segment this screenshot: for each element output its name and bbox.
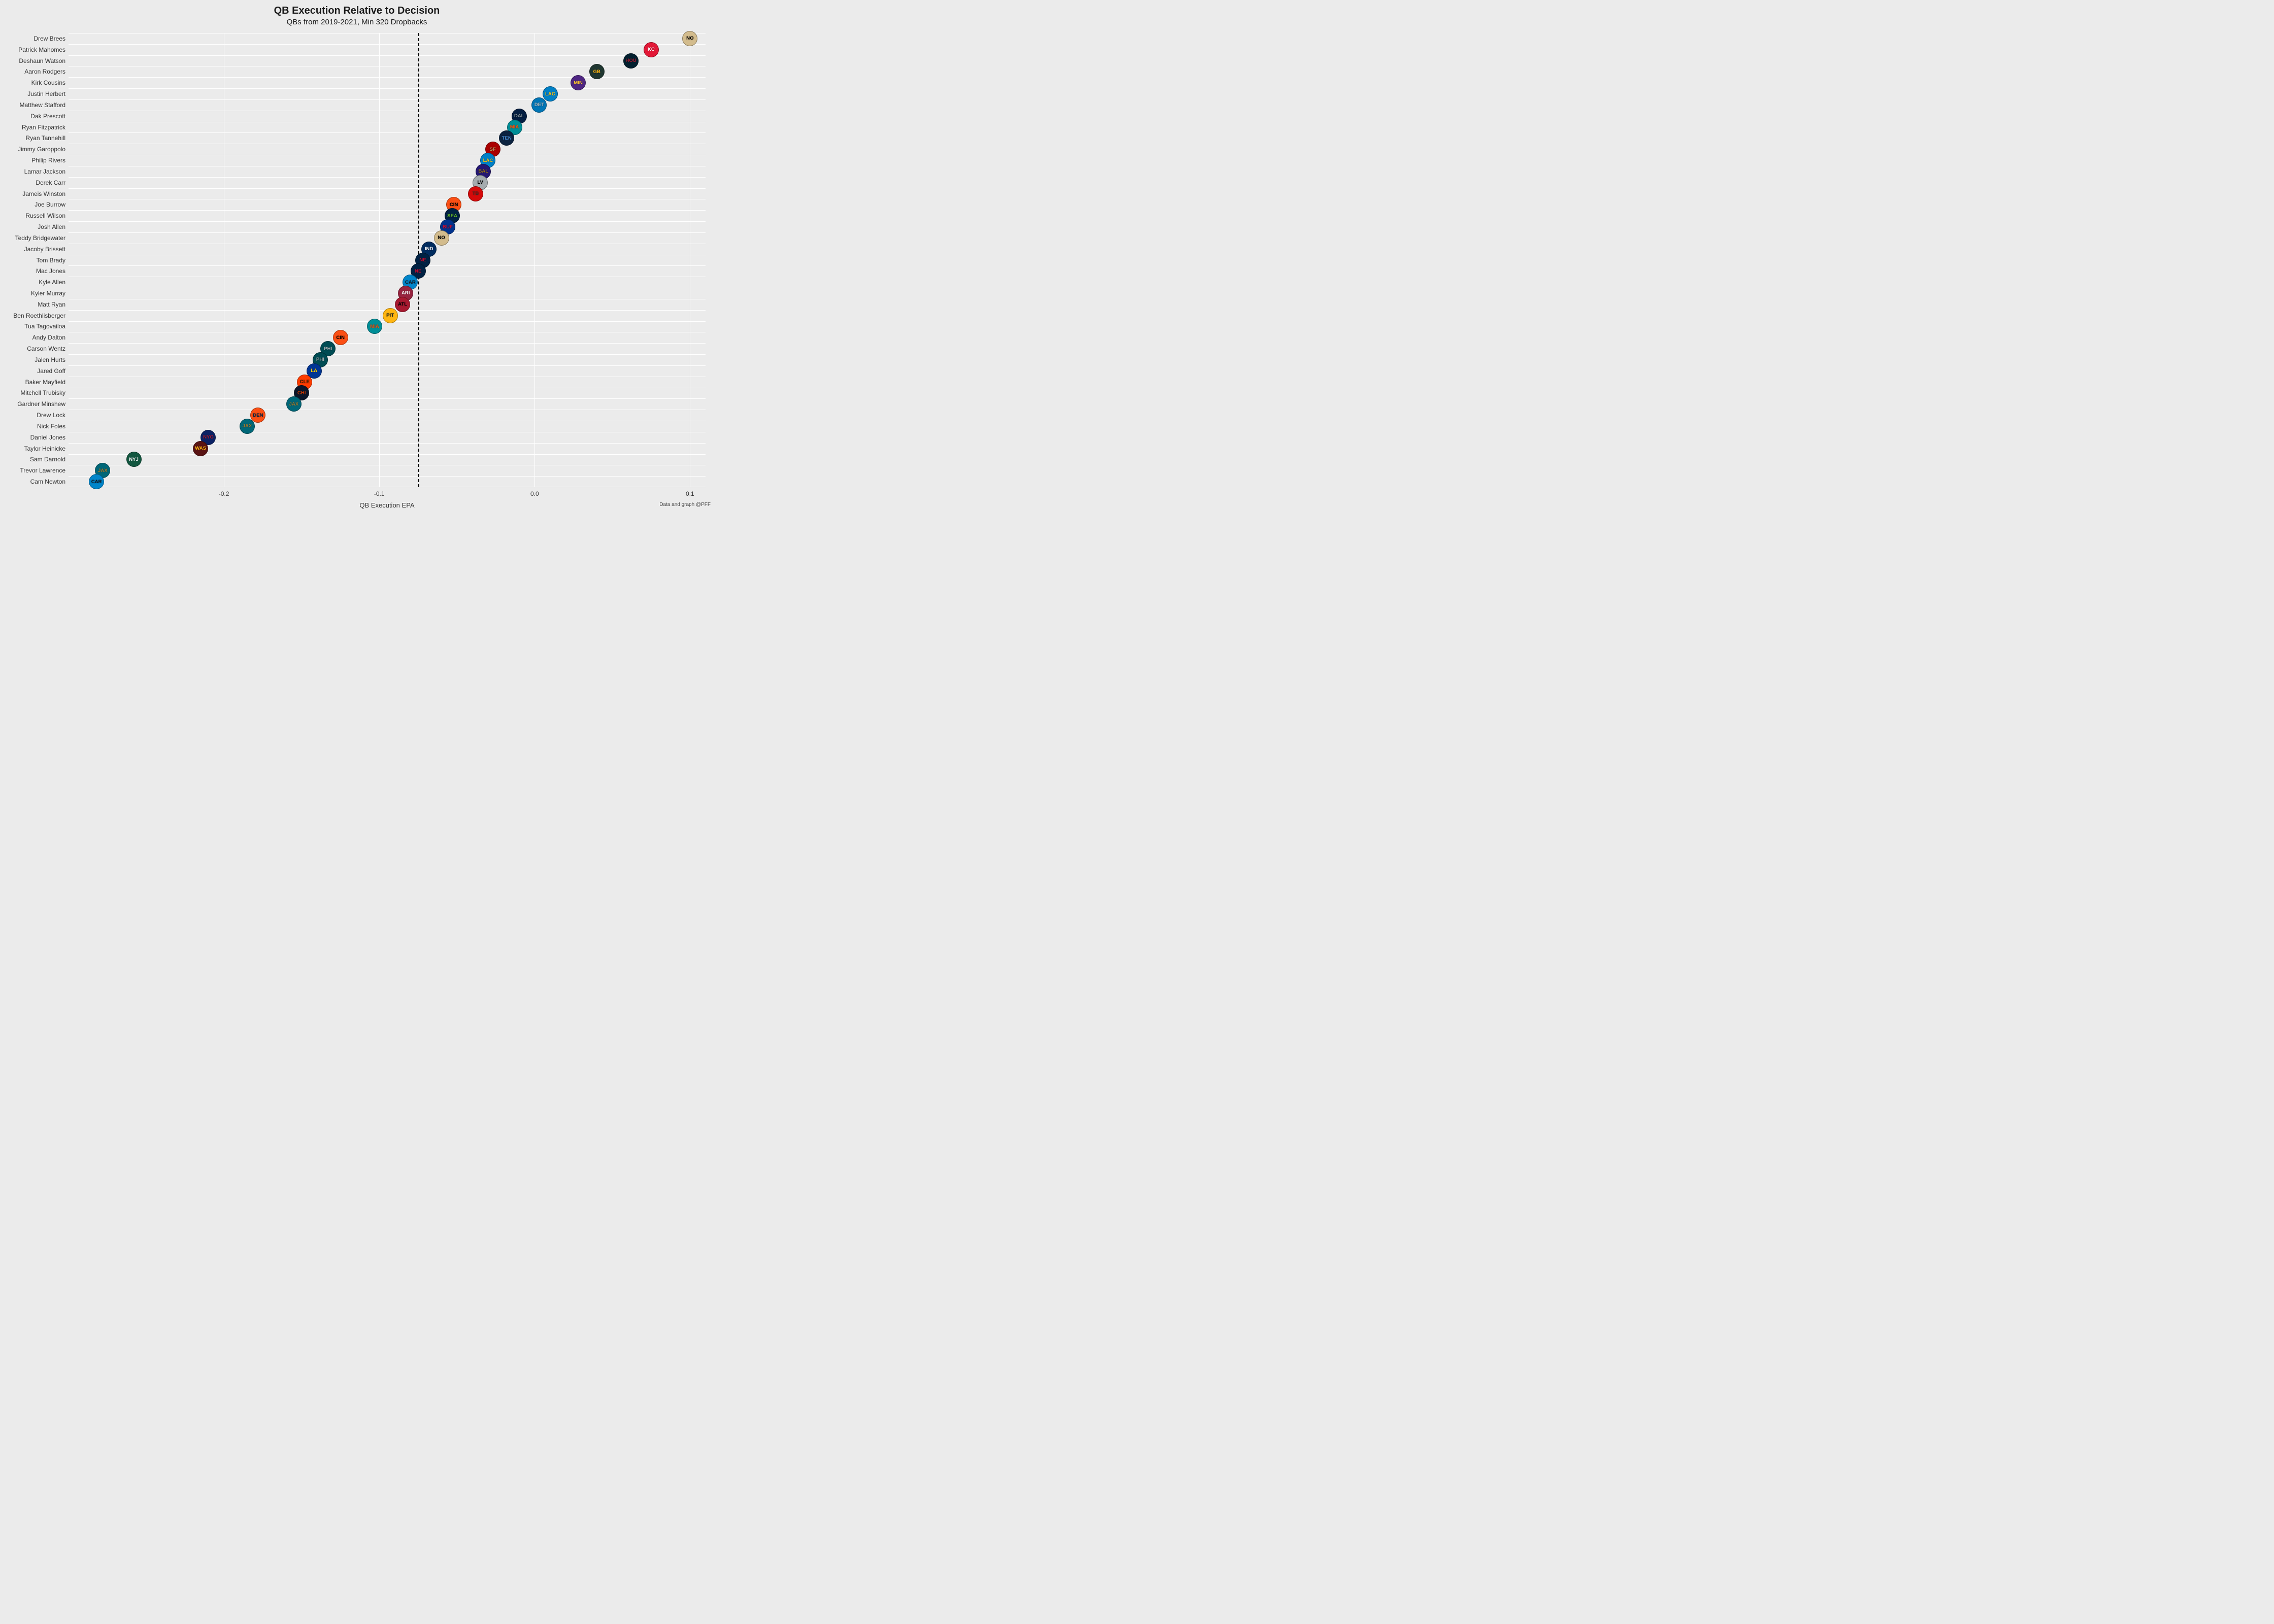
y-axis-label: Drew Brees bbox=[34, 35, 69, 42]
y-axis-label: Matt Ryan bbox=[38, 301, 69, 308]
hgrid bbox=[69, 177, 706, 178]
hgrid bbox=[69, 265, 706, 266]
y-axis-label: Mitchell Trubisky bbox=[20, 389, 69, 396]
y-axis-label: Andy Dalton bbox=[32, 334, 69, 341]
y-axis-label: Philip Rivers bbox=[31, 157, 69, 164]
y-axis-label: Mac Jones bbox=[36, 267, 69, 275]
hgrid bbox=[69, 365, 706, 366]
team-logo-marker: PIT bbox=[383, 308, 398, 323]
chart-subtitle: QBs from 2019-2021, Min 320 Dropbacks bbox=[0, 17, 714, 29]
y-axis-label: Deshaun Watson bbox=[19, 57, 69, 64]
y-axis-label: Derek Carr bbox=[36, 179, 69, 186]
y-axis-label: Teddy Bridgewater bbox=[15, 234, 69, 242]
y-axis-label: Daniel Jones bbox=[30, 434, 69, 441]
hgrid bbox=[69, 188, 706, 189]
y-axis-label: Nick Foles bbox=[37, 423, 69, 430]
team-logo-marker: TB bbox=[468, 186, 483, 201]
team-logo-marker: DET bbox=[531, 97, 547, 113]
hgrid bbox=[69, 210, 706, 211]
x-axis-tick: -0.1 bbox=[374, 487, 385, 497]
team-logo-marker: CIN bbox=[333, 330, 348, 345]
y-axis-label: Joe Burrow bbox=[35, 201, 69, 208]
y-axis-label: Matthew Stafford bbox=[20, 101, 69, 109]
y-axis-label: Ryan Tannehill bbox=[26, 134, 69, 142]
y-axis-label: Kirk Cousins bbox=[31, 79, 69, 86]
y-axis-label: Drew Lock bbox=[37, 412, 69, 419]
y-axis-label: Justin Herbert bbox=[27, 90, 69, 97]
team-logo-marker: DEN bbox=[250, 408, 265, 423]
x-axis-tick: 0.1 bbox=[686, 487, 694, 497]
y-axis-label: Josh Allen bbox=[38, 223, 69, 230]
team-logo-marker: GB bbox=[589, 64, 605, 79]
y-axis-label: Baker Mayfield bbox=[25, 379, 69, 386]
y-axis-label: Jared Goff bbox=[37, 367, 69, 375]
team-logo-marker: MIA bbox=[367, 319, 382, 334]
y-axis-label: Jacoby Brissett bbox=[24, 246, 69, 253]
y-axis-label: Aaron Rodgers bbox=[24, 68, 69, 75]
hgrid bbox=[69, 398, 706, 399]
y-axis-label: Jalen Hurts bbox=[35, 356, 69, 363]
team-logo-marker: MIN bbox=[571, 75, 586, 90]
hgrid bbox=[69, 354, 706, 355]
y-axis-label: Jameis Winston bbox=[22, 190, 69, 197]
y-axis-label: Jimmy Garoppolo bbox=[18, 146, 69, 153]
y-axis-label: Gardner Minshew bbox=[17, 400, 69, 408]
chart-title: QB Execution Relative to Decision bbox=[0, 0, 714, 17]
y-axis-label: Tua Tagovailoa bbox=[24, 323, 69, 330]
team-logo-marker: ATL bbox=[395, 297, 410, 312]
attribution: Data and graph @PFF bbox=[659, 502, 711, 507]
hgrid bbox=[69, 343, 706, 344]
y-axis-label: Kyle Allen bbox=[39, 279, 69, 286]
y-axis-label: Cam Newton bbox=[30, 478, 69, 485]
team-logo-marker: WAS bbox=[193, 441, 208, 456]
hgrid bbox=[69, 132, 706, 133]
team-logo-marker: JAX bbox=[240, 419, 255, 434]
x-axis-label: QB Execution EPA bbox=[359, 501, 414, 509]
x-axis-tick: -0.2 bbox=[219, 487, 229, 497]
hgrid bbox=[69, 476, 706, 477]
team-logo-marker: KC bbox=[644, 42, 659, 57]
hgrid bbox=[69, 454, 706, 455]
hgrid bbox=[69, 221, 706, 222]
team-logo-marker: JAX bbox=[286, 396, 302, 412]
y-axis-label: Sam Darnold bbox=[30, 456, 69, 463]
y-axis-label: Tom Brady bbox=[37, 257, 69, 264]
vgrid bbox=[379, 33, 380, 487]
y-axis-label: Carson Wentz bbox=[27, 345, 69, 352]
hgrid bbox=[69, 443, 706, 444]
team-logo-marker: NO bbox=[682, 31, 697, 46]
team-logo-marker: TEN bbox=[499, 130, 514, 146]
y-axis-label: Lamar Jackson bbox=[24, 168, 69, 175]
y-axis-label: Ryan Fitzpatrick bbox=[22, 124, 69, 131]
hgrid bbox=[69, 99, 706, 100]
team-logo-marker: NYJ bbox=[126, 452, 142, 467]
y-axis-label: Taylor Heinicke bbox=[24, 445, 69, 452]
y-axis-label: Kyler Murray bbox=[31, 290, 69, 297]
y-axis-label: Trevor Lawrence bbox=[20, 467, 69, 474]
x-axis-tick: 0.0 bbox=[530, 487, 539, 497]
y-axis-label: Russell Wilson bbox=[25, 212, 69, 219]
team-logo-marker: NO bbox=[434, 230, 449, 246]
team-logo-marker: HOU bbox=[623, 53, 639, 69]
team-logo-marker: LAC bbox=[543, 86, 558, 101]
y-axis-label: Dak Prescott bbox=[30, 113, 69, 120]
hgrid bbox=[69, 77, 706, 78]
hgrid bbox=[69, 44, 706, 45]
hgrid bbox=[69, 88, 706, 89]
hgrid bbox=[69, 55, 706, 56]
team-logo-marker: CAR bbox=[89, 474, 104, 489]
y-axis-label: Ben Roethlisberger bbox=[13, 312, 69, 319]
plot-area: Drew BreesPatrick MahomesDeshaun WatsonA… bbox=[69, 33, 706, 487]
hgrid bbox=[69, 232, 706, 233]
y-axis-label: Patrick Mahomes bbox=[18, 46, 69, 53]
